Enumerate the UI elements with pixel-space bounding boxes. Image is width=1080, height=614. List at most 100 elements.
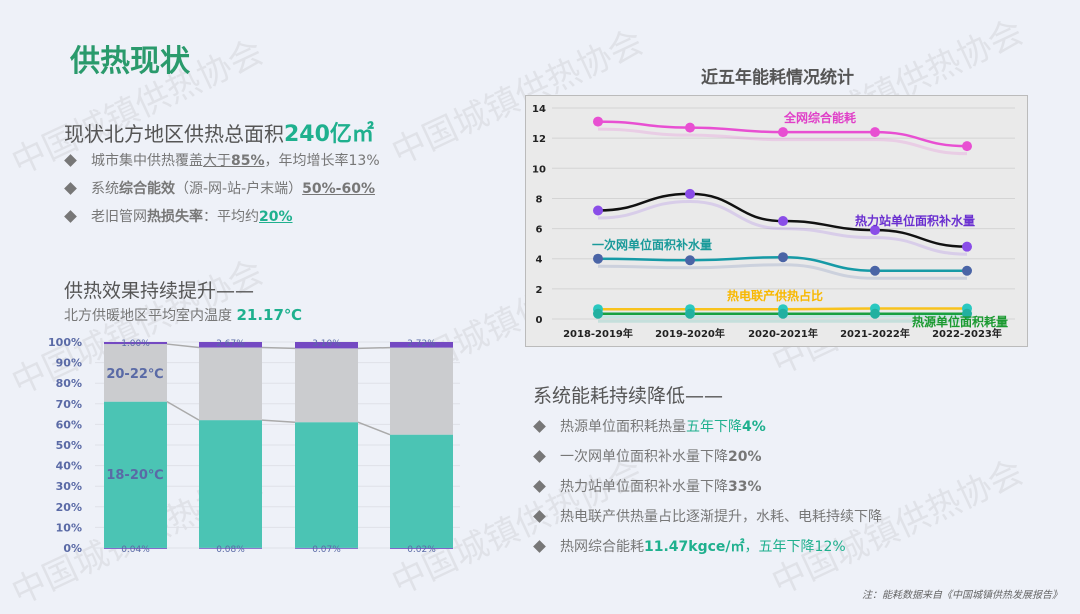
bar-segment-20-22℃ <box>390 347 453 435</box>
bar-segment-top <box>199 342 262 348</box>
segment-label: 20-22℃ <box>106 367 163 382</box>
connector-line <box>261 419 296 423</box>
bullet: 一次网单位面积补水量下降20% <box>533 446 762 466</box>
data-point <box>593 205 603 216</box>
y-tick-label: 30% <box>56 480 82 493</box>
bar-segment-top <box>390 342 453 348</box>
series-label: 热电联产供热占比 <box>727 288 823 303</box>
data-point <box>593 308 603 319</box>
data-point <box>778 127 788 138</box>
series-shadow <box>597 127 968 156</box>
y-tick-label: 10 <box>532 164 546 175</box>
bullet: 热网综合能耗11.47kgce/㎡，五年下降12% <box>533 536 846 556</box>
y-tick-label: 10% <box>56 521 82 534</box>
data-point <box>778 308 788 319</box>
bottom-label: 0.02% <box>407 545 436 555</box>
x-tick-label: 2021-2022年 <box>840 327 910 340</box>
series-label: 一次网单位面积补水量 <box>592 237 712 252</box>
y-tick-label: 14 <box>532 104 546 115</box>
data-point <box>962 141 972 152</box>
bar-segment-bottom <box>390 547 453 549</box>
y-tick-label: 12 <box>532 134 546 145</box>
x-tick-label: 2022-2023年 <box>932 327 1002 340</box>
bar-segment-18-20℃ <box>104 401 167 548</box>
data-point <box>962 265 972 276</box>
x-tick-label: 2019-2020年 <box>655 327 725 340</box>
bar-segment-bottom <box>295 547 358 549</box>
temperature-bar-chart: 0% 10% 20% 30% 40% 50% 60% 70% 80% 90% 100% 1.00% 0.… <box>48 336 460 555</box>
bar-segment-20-22℃ <box>104 344 167 402</box>
connector-line <box>357 346 391 350</box>
data-point <box>685 188 695 199</box>
series-label: 热源单位面积耗量 <box>912 314 1008 329</box>
effect-heading: 供热效果持续提升—— <box>64 280 255 302</box>
y-tick-label: 100% <box>48 336 82 349</box>
series-label: 热力站单位面积补水量 <box>855 213 975 228</box>
y-tick-label: 90% <box>56 357 82 370</box>
series-shadow <box>597 263 967 280</box>
y-tick-label: 2 <box>536 285 543 296</box>
y-tick-label: 70% <box>56 398 82 411</box>
top-label: 1.00% <box>121 339 150 349</box>
bar-segment-top <box>104 342 167 345</box>
y-tick-label: 20% <box>56 501 82 514</box>
data-point <box>593 253 603 264</box>
top-label: 2.72% <box>407 339 436 349</box>
bar-segment-bottom <box>104 547 167 549</box>
area-heading: 现状北方地区供热总面积240亿㎡ <box>64 122 374 147</box>
bottom-label: 0.04% <box>121 545 150 555</box>
data-point <box>870 225 880 236</box>
y-tick-label: 50% <box>56 439 82 452</box>
connector-line <box>261 346 296 350</box>
y-tick-label: 8 <box>536 194 543 205</box>
reduce-heading: 系统能耗持续降低—— <box>533 385 724 407</box>
data-point <box>685 255 695 266</box>
bottom-label: 0.08% <box>216 545 245 555</box>
bullet: 热源单位面积耗热量五年下降4% <box>533 416 766 436</box>
y-tick-label: 0 <box>536 315 543 326</box>
data-point <box>685 308 695 319</box>
bullet: 热力站单位面积补水量下降33% <box>533 476 762 496</box>
data-point <box>778 252 788 263</box>
bar-segment-18-20℃ <box>390 434 453 548</box>
bullet: 系统综合能效（源-网-站-户末端）50%-60% <box>64 178 375 198</box>
data-point <box>870 127 880 138</box>
data-point <box>870 265 880 276</box>
y-tick-label: 4 <box>536 255 543 266</box>
data-point <box>685 122 695 133</box>
y-tick-label: 60% <box>56 418 82 431</box>
bullet: 城市集中供热覆盖大于85%，年均增长率13% <box>64 150 380 170</box>
y-tick-label: 6 <box>536 225 543 236</box>
line-chart-title: 近五年能耗情况统计 <box>701 68 854 88</box>
page-title: 供热现状 <box>70 44 190 79</box>
x-tick-label: 2018-2019年 <box>563 327 633 340</box>
y-tick-label: 80% <box>56 377 82 390</box>
connector-line <box>357 421 391 436</box>
series-label: 全网综合能耗 <box>783 110 856 125</box>
data-point <box>593 116 603 127</box>
bar-segment-top <box>295 342 358 349</box>
data-point <box>962 241 972 252</box>
data-point <box>778 216 788 227</box>
y-tick-label: 0% <box>63 542 82 555</box>
energy-line-chart: 0 2 4 6 8 10 12 14 2018-2019年 2019-2020年 2020-2021… <box>532 104 1015 340</box>
series-shadow <box>597 199 968 256</box>
bar-segment-20-22℃ <box>199 347 262 421</box>
source-note: 注：能耗数据来自《中国城镇供热发展报告》 <box>862 590 1062 601</box>
top-label: 3.10% <box>312 339 341 349</box>
y-tick-label: 40% <box>56 460 82 473</box>
bar-segment-bottom <box>199 547 262 549</box>
effect-sub: 北方供暖地区平均室内温度 21.17℃ <box>64 306 303 324</box>
segment-label: 18-20℃ <box>106 468 163 483</box>
bar-segment-18-20℃ <box>199 420 262 548</box>
connector-line <box>166 343 200 349</box>
data-point <box>870 308 880 319</box>
bullet: 老旧管网热损失率：平均约20% <box>64 206 293 226</box>
bullet: 热电联产供热量占比逐渐提升，水耗、电耗持续下降 <box>533 506 882 526</box>
bar-segment-20-22℃ <box>295 348 358 423</box>
x-tick-label: 2020-2021年 <box>748 327 818 340</box>
data-point <box>962 308 972 319</box>
bar-segment-18-20℃ <box>295 422 358 548</box>
connector-line <box>166 401 200 421</box>
top-label: 2.67% <box>216 339 245 349</box>
